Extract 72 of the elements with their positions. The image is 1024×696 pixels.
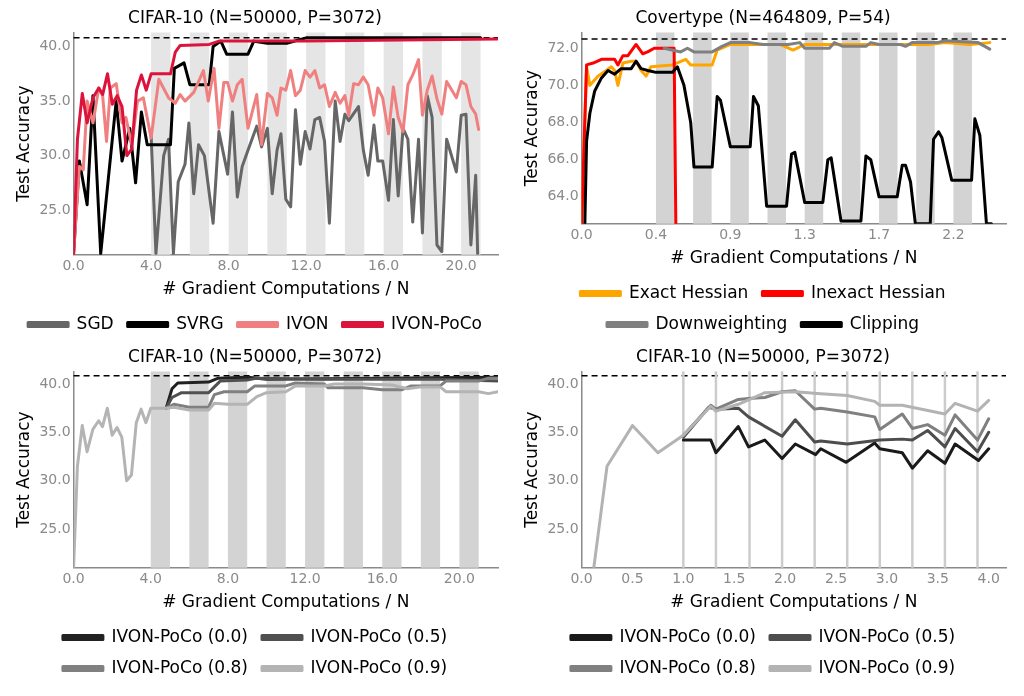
y-tick-label: 25.0	[39, 519, 71, 536]
legend-label: IVON-PoCo (0.8)	[111, 656, 249, 677]
x-tick-label: 0.4	[644, 225, 668, 242]
chart-title: CIFAR-10 (N=50000, P=3072)	[636, 345, 890, 366]
x-tick-label: 0.0	[62, 569, 85, 586]
legend-label: IVON	[286, 312, 329, 333]
y-tick-label: 35.0	[547, 422, 579, 439]
x-tick-label: 8.0	[216, 569, 240, 586]
y-axis-title: Test Accuracy	[12, 411, 33, 529]
y-tick-label: 40.0	[39, 374, 71, 391]
legend-label: Exact Hessian	[628, 281, 749, 302]
y-tick-label: 25.0	[547, 519, 579, 536]
legend-label: SGD	[76, 312, 114, 333]
x-axis-title: # Gradient Computations / N	[162, 278, 410, 299]
chart-title: CIFAR-10 (N=50000, P=3072)	[128, 6, 382, 27]
y-tick-label: 35.0	[39, 91, 71, 108]
legend-label: IVON-PoCo (0.0)	[111, 625, 249, 646]
legend-label: IVON-PoCo (0.5)	[818, 625, 956, 646]
y-tick-label: 30.0	[39, 471, 71, 488]
y-tick-label: 72.0	[547, 38, 579, 55]
y-tick-label: 30.0	[39, 146, 71, 163]
legend-label: IVON-PoCo (0.5)	[310, 625, 448, 646]
legend-label: IVON-PoCo (0.0)	[619, 625, 757, 646]
y-tick-label: 66.0	[547, 150, 579, 167]
x-tick-label: 16.0	[366, 569, 398, 586]
x-tick-label: 0.0	[570, 225, 593, 242]
y-tick-label: 40.0	[547, 374, 579, 391]
chart-title: CIFAR-10 (N=50000, P=3072)	[128, 345, 382, 366]
legend-label: IVON-PoCo (0.9)	[310, 656, 448, 677]
x-tick-label: 1.7	[867, 225, 891, 242]
y-axis-title: Test Accuracy	[12, 85, 33, 203]
x-tick-label: 4.0	[977, 569, 1000, 586]
x-tick-label: 12.0	[290, 256, 322, 273]
legend-label: IVON-PoCo (0.9)	[818, 656, 956, 677]
legend-label: Inexact Hessian	[810, 281, 946, 302]
x-tick-label: 20.0	[445, 256, 477, 273]
x-tick-label: 0.0	[570, 569, 593, 586]
y-tick-label: 30.0	[547, 471, 579, 488]
x-tick-label: 20.0	[443, 569, 475, 586]
y-tick-label: 68.0	[547, 113, 579, 130]
x-tick-label: 12.0	[289, 569, 321, 586]
y-axis-title: Test Accuracy	[520, 411, 541, 529]
x-axis-title: # Gradient Computations / N	[670, 591, 918, 612]
legend-label: IVON-PoCo (0.8)	[619, 656, 757, 677]
y-tick-label: 40.0	[39, 37, 71, 54]
legend-label: Downweighting	[655, 312, 788, 333]
chart-title: Covertype (N=464809, P=54)	[635, 6, 891, 27]
legend-label: SVRG	[176, 312, 224, 333]
x-axis-title: # Gradient Computations / N	[670, 247, 918, 268]
legend-label: IVON-PoCo	[391, 312, 482, 333]
y-tick-label: 35.0	[39, 422, 71, 439]
x-tick-label: 1.3	[793, 225, 816, 242]
y-tick-label: 25.0	[39, 200, 71, 217]
legend-label: Clipping	[849, 312, 919, 333]
x-tick-label: 2.2	[942, 225, 965, 242]
x-tick-label: 0.5	[621, 569, 644, 586]
x-tick-label: 8.0	[217, 256, 240, 273]
x-tick-label: 2.0	[774, 569, 797, 586]
x-tick-label: 1.0	[672, 569, 695, 586]
x-tick-label: 2.5	[824, 569, 848, 586]
x-tick-label: 3.5	[926, 569, 949, 586]
x-tick-label: 4.0	[139, 256, 163, 273]
x-tick-label: 0.0	[62, 256, 85, 273]
y-tick-label: 64.0	[547, 187, 579, 204]
x-tick-label: 1.5	[723, 569, 746, 586]
y-tick-label: 70.0	[547, 76, 579, 92]
x-tick-label: 16.0	[368, 256, 400, 273]
x-tick-label: 3.0	[875, 569, 899, 586]
x-tick-label: 4.0	[139, 569, 162, 586]
x-tick-label: 0.9	[719, 225, 742, 242]
x-axis-title: # Gradient Computations / N	[162, 591, 410, 612]
y-axis-title: Test Accuracy	[520, 69, 541, 188]
